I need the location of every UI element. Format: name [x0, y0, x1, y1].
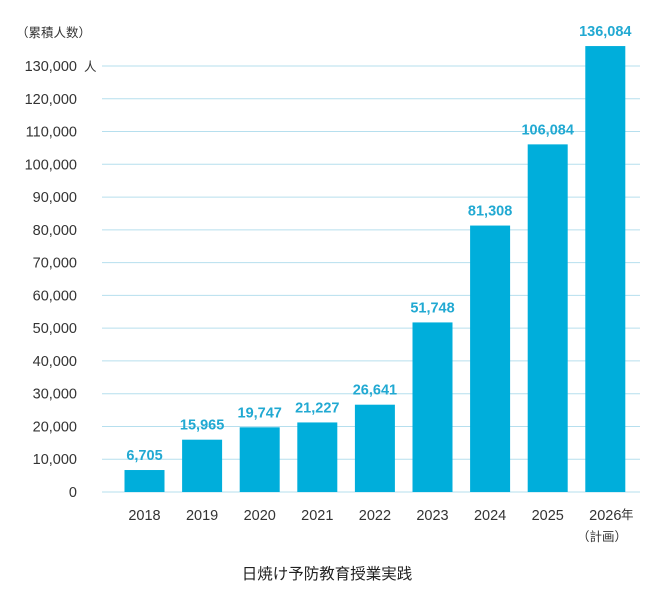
bar-2020: [239, 427, 280, 492]
x-tick-label: 2026: [589, 508, 621, 524]
bar-2018: [124, 470, 165, 492]
y-tick-label: 20,000: [33, 419, 77, 435]
data-label-2018: 6,705: [126, 448, 162, 464]
bar-2023: [412, 322, 453, 492]
x-tick-label: 2018: [128, 508, 160, 524]
x-tick-label: 2023: [416, 508, 448, 524]
x-tick-label: 2020: [244, 508, 276, 524]
x-tick-label: 2022: [359, 508, 391, 524]
y-tick-label: 50,000: [33, 321, 77, 337]
data-label-2025: 106,084: [521, 122, 573, 138]
x-tick-label: 2025: [532, 508, 564, 524]
data-labels: 6,705 15,965 19,747 21,227 26,641 51,748 81,30…: [126, 24, 631, 464]
y-tick-label: 60,000: [33, 288, 77, 304]
y-tick-label: 10,000: [33, 452, 77, 468]
y-tick-label: 0: [69, 485, 77, 501]
x-unit-label: 年: [621, 507, 634, 522]
y-tick-label: 120,000: [25, 92, 77, 108]
bars: [124, 46, 626, 492]
x-tick-label: 2024: [474, 508, 506, 524]
x-note-label: （計画）: [577, 529, 627, 544]
x-tick-label: 2019: [186, 508, 218, 524]
data-label-2020: 19,747: [238, 405, 282, 421]
bar-2019: [182, 439, 223, 492]
y-tick-label: 70,000: [33, 256, 77, 272]
data-label-2024: 81,308: [468, 204, 512, 220]
y-tick-label: 90,000: [33, 190, 77, 206]
y-tick-label: 40,000: [33, 354, 77, 370]
x-tick-label: 2021: [301, 508, 333, 524]
y-tick-label: 80,000: [33, 223, 77, 239]
y-tick-label: 30,000: [33, 387, 77, 403]
bar-2026: [585, 46, 626, 492]
gridlines: [102, 65, 640, 493]
x-axis-ticks: 2018 2019 2020 2021 2022 2023 2024 2025 2026: [128, 508, 621, 524]
data-label-2022: 26,641: [353, 383, 397, 399]
data-label-2023: 51,748: [410, 300, 454, 316]
chart-title: 日焼け予防教育授業実践: [242, 565, 413, 583]
y-tick-label: 100,000: [25, 157, 77, 173]
y-unit-label: 人: [84, 59, 97, 74]
bar-2025: [527, 144, 568, 492]
y-axis-ticks: 0 10,000 20,000 30,000 40,000 50,000 60,000 70,…: [25, 59, 77, 501]
y-axis-label: （累積人数）: [16, 25, 91, 40]
bar-2021: [297, 422, 338, 492]
data-label-2021: 21,227: [295, 400, 339, 416]
bar-2022: [354, 404, 395, 492]
bar-2024: [470, 225, 511, 492]
y-tick-label: 130,000: [25, 59, 77, 75]
y-tick-label: 110,000: [26, 125, 77, 141]
data-label-2026: 136,084: [579, 24, 631, 40]
data-label-2019: 15,965: [180, 418, 224, 434]
